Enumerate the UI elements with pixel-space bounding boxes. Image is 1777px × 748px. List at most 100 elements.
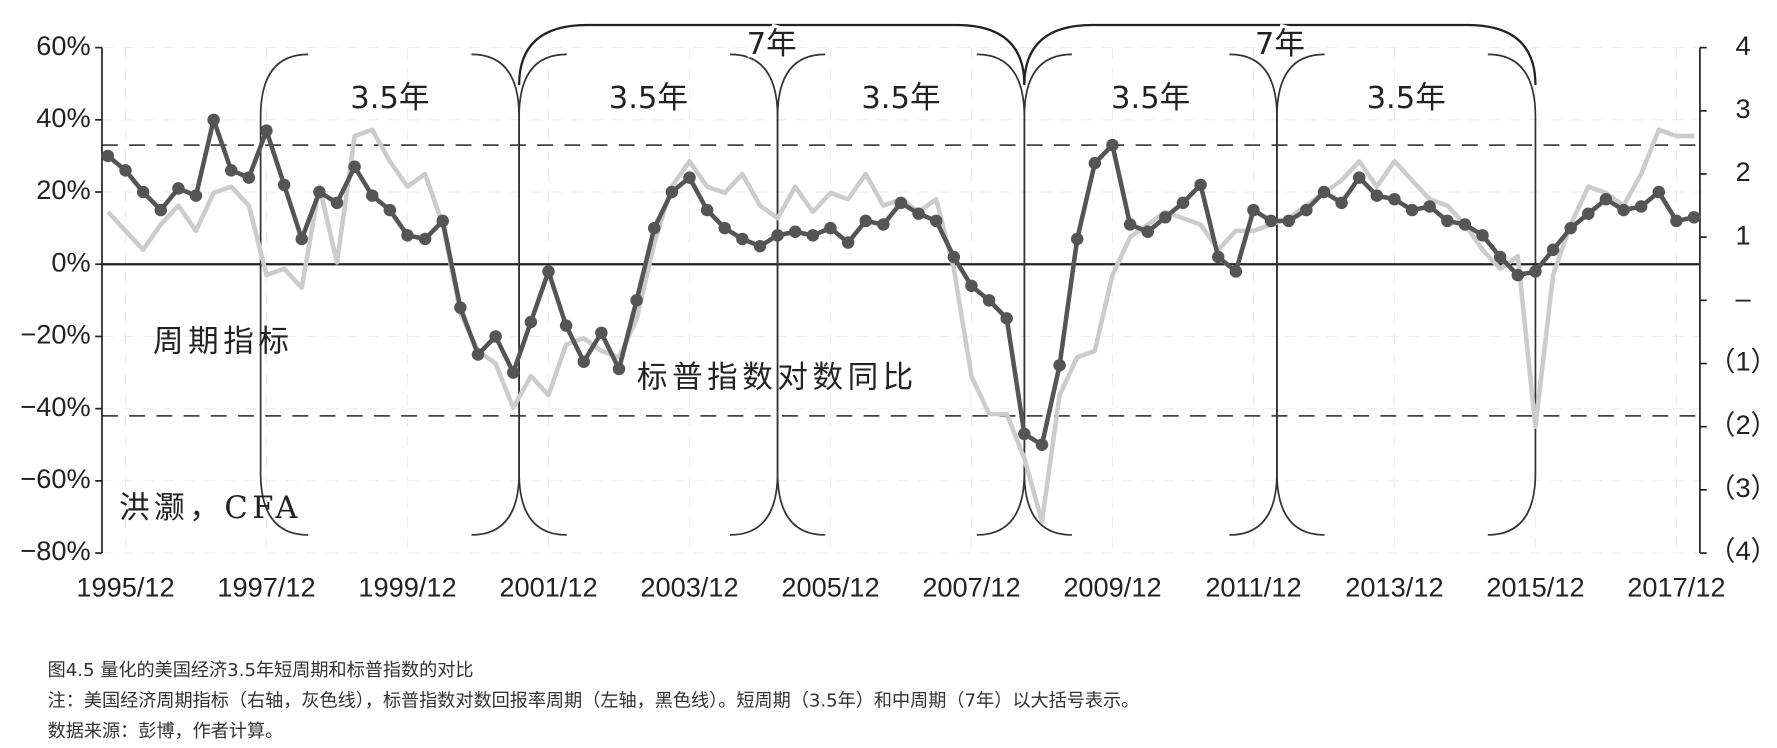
series-label: 周期指标 <box>153 324 293 359</box>
series-marker <box>1123 218 1137 231</box>
x-tick-label: 2015/12 <box>1486 572 1584 603</box>
series-marker <box>912 207 925 220</box>
series-marker <box>1176 196 1190 210</box>
y-tick-label: 20% <box>36 174 90 205</box>
source-label: 洪灏，CFA <box>119 491 302 526</box>
series-marker <box>947 250 961 264</box>
series-marker <box>630 294 643 307</box>
series-marker <box>595 326 608 340</box>
x-tick-label: 2003/12 <box>640 572 738 603</box>
series-marker <box>401 229 414 242</box>
y2-tick-label: （1） <box>1708 346 1777 377</box>
series-marker <box>1476 229 1489 242</box>
series-marker <box>788 225 802 238</box>
series-marker <box>1599 193 1613 206</box>
x-tick-label: 1995/12 <box>76 572 174 603</box>
y-tick-label: −80% <box>20 535 90 566</box>
x-tick-label: 2001/12 <box>499 572 597 603</box>
series-label: 标普指数对数同比 <box>637 361 918 396</box>
series-marker <box>1088 156 1102 170</box>
series-marker <box>436 214 449 228</box>
series-marker <box>1617 203 1630 217</box>
series-marker <box>877 218 890 231</box>
long-cycle-label: 7年 <box>1255 27 1305 62</box>
series-marker <box>418 232 432 246</box>
series-marker <box>1388 193 1401 206</box>
series-marker <box>295 232 308 246</box>
series-marker <box>1159 211 1172 224</box>
series-marker <box>824 221 837 235</box>
series-marker <box>542 265 555 278</box>
series-marker <box>1493 250 1507 264</box>
y-tick-label: 40% <box>36 102 90 133</box>
caption-title: 图4.5 量化的美国经济3.5年短周期和标普指数的对比 <box>48 660 474 681</box>
y-tick-label: 0% <box>51 246 90 277</box>
y-tick-label: −20% <box>20 319 90 350</box>
caption-source: 数据来源：彭博，作者计算。 <box>48 721 284 742</box>
series-marker <box>1141 225 1154 238</box>
series-marker <box>136 185 150 199</box>
cycle-bracket <box>259 53 520 536</box>
series-marker <box>119 164 132 177</box>
series-marker <box>1317 185 1331 199</box>
series-marker <box>277 178 291 192</box>
series-marker <box>841 236 855 249</box>
series-marker <box>242 171 256 184</box>
series-marker <box>101 149 115 163</box>
series-marker <box>1687 211 1701 224</box>
series-marker <box>383 203 397 217</box>
series-marker <box>1423 200 1436 213</box>
series-marker <box>700 203 714 217</box>
caption-note: 注：美国经济周期指标（右轴，灰色线），标普指数对数回报率周期（左轴，黑色线）。短… <box>48 691 1140 712</box>
cycle-label: 3.5年 <box>1111 81 1190 116</box>
series-marker <box>965 279 978 293</box>
series-marker <box>1529 265 1542 278</box>
series-marker <box>1211 250 1225 264</box>
series-marker <box>1352 171 1366 184</box>
series-marker <box>225 164 238 177</box>
series-marker <box>189 189 203 202</box>
series-marker <box>506 366 520 379</box>
series-marker <box>1405 203 1419 217</box>
series-marker <box>665 185 679 199</box>
series-marker <box>1247 203 1260 217</box>
series-marker <box>806 229 820 242</box>
y2-tick-label: （2） <box>1708 409 1777 440</box>
series-marker <box>1106 138 1119 152</box>
cycle-label: 3.5年 <box>1367 81 1446 116</box>
series-marker <box>647 221 661 235</box>
series-marker <box>1652 185 1666 199</box>
long-cycle-bracket <box>1023 23 1537 86</box>
y2-tick-label: 2 <box>1735 156 1750 187</box>
series-marker <box>454 301 467 314</box>
series-marker <box>1441 214 1454 228</box>
series-line <box>106 117 1695 448</box>
series-marker <box>683 171 696 184</box>
series-marker <box>330 196 344 210</box>
series-marker <box>559 319 573 332</box>
cycle-label: 3.5年 <box>350 81 429 116</box>
series-marker <box>753 239 767 253</box>
y2-tick-label: 4 <box>1735 30 1750 61</box>
y-tick-label: −40% <box>20 391 90 422</box>
x-tick-label: 2009/12 <box>1063 572 1161 603</box>
x-tick-label: 1997/12 <box>217 572 315 603</box>
x-tick-label: 1999/12 <box>358 572 456 603</box>
series-marker <box>1282 214 1295 228</box>
series-marker <box>1035 438 1049 451</box>
series-marker <box>1194 178 1207 192</box>
y2-tick-label: 3 <box>1735 93 1750 124</box>
cycle-label: 3.5年 <box>609 81 688 116</box>
x-tick-label: 2017/12 <box>1627 572 1725 603</box>
series-marker <box>1229 265 1243 278</box>
series-marker <box>1458 218 1472 231</box>
x-tick-label: 2007/12 <box>922 572 1020 603</box>
series-marker <box>524 315 538 329</box>
series-marker <box>1564 221 1577 235</box>
series-marker <box>1070 232 1084 246</box>
cycle-label: 3.5年 <box>861 81 940 116</box>
cycle-bracket <box>1276 53 1537 536</box>
x-tick-label: 2013/12 <box>1345 572 1443 603</box>
series-marker <box>577 355 590 368</box>
